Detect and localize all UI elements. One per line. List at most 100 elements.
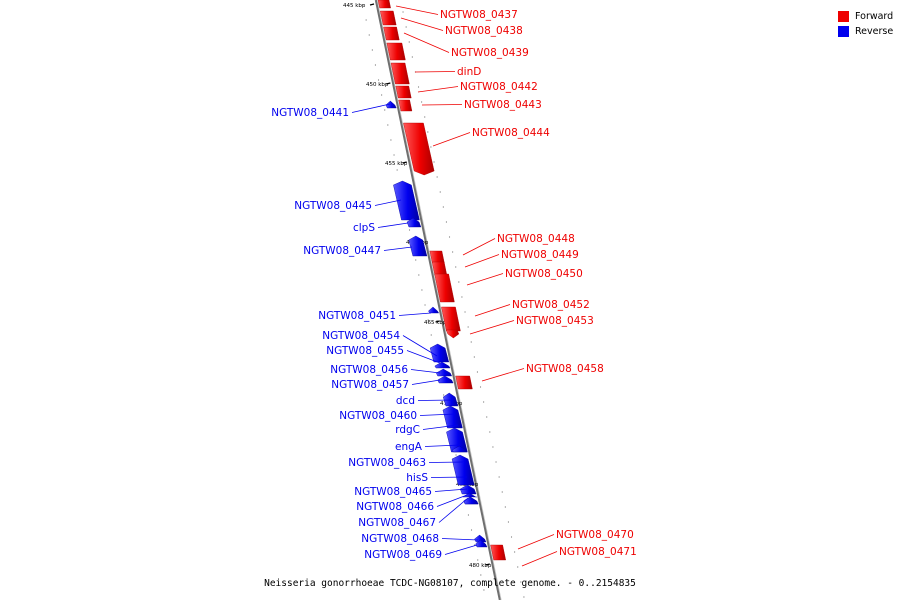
gene-leader-line	[417, 399, 454, 401]
gene-label[interactable]: NGTW08_0450	[505, 268, 583, 280]
track-dot	[476, 371, 479, 373]
track-dot	[421, 289, 423, 291]
forward-gene-glyph	[441, 306, 461, 332]
gene-label[interactable]: NGTW08_0451	[318, 310, 396, 322]
track-dot	[396, 169, 398, 171]
forward-gene-glyph	[390, 62, 410, 85]
gene-label[interactable]: NGTW08_0469	[364, 549, 442, 561]
track-dot	[374, 64, 377, 66]
forward-gene-glyph	[431, 261, 448, 276]
gene-leader-line	[430, 476, 468, 478]
gene-label[interactable]: NGTW08_0463	[348, 457, 426, 469]
track-dot	[430, 334, 432, 336]
gene-label[interactable]: NGTW08_0454	[322, 330, 400, 342]
track-dot	[390, 139, 392, 141]
gene-label[interactable]: NGTW08_0443	[464, 99, 542, 111]
gene-leader-line	[410, 369, 441, 374]
gene-label[interactable]: NGTW08_0470	[556, 529, 634, 541]
track-dot	[495, 461, 497, 463]
gene-label[interactable]: dcd	[396, 395, 415, 407]
scale-tick	[435, 320, 440, 323]
track-dot	[480, 574, 482, 576]
track-dot	[467, 326, 469, 328]
scale-tick	[369, 3, 375, 6]
track-dot	[455, 266, 457, 268]
track-dot	[442, 206, 444, 208]
gene-leader-line	[406, 350, 441, 364]
forward-gene-glyph	[455, 375, 473, 390]
track-dot	[501, 491, 503, 493]
reverse-gene-glyph	[429, 343, 450, 363]
gene-label[interactable]: NGTW08_0449	[501, 249, 579, 261]
reverse-gene-glyph	[451, 445, 468, 453]
track-dot	[384, 109, 386, 111]
gene-label[interactable]: NGTW08_0453	[516, 315, 594, 327]
gene-leader-line	[383, 246, 413, 251]
gene-label[interactable]: NGTW08_0458	[526, 363, 604, 375]
track-dot	[470, 529, 473, 531]
gene-label[interactable]: NGTW08_0444	[472, 127, 550, 139]
gene-label[interactable]: NGTW08_0447	[303, 245, 381, 257]
gene-label[interactable]: NGTW08_0455	[326, 345, 404, 357]
gene-label[interactable]: NGTW08_0439	[451, 47, 529, 59]
scale-tick-label: 480 kbp	[469, 563, 492, 569]
forward-gene-glyph	[383, 26, 400, 41]
gene-label[interactable]: NGTW08_0466	[356, 501, 434, 513]
track-dot	[514, 551, 516, 553]
gene-label[interactable]: NGTW08_0445	[294, 200, 372, 212]
gene-label[interactable]: NGTW08_0457	[331, 379, 409, 391]
gene-label[interactable]: NGTW08_0456	[330, 364, 408, 376]
track-dot	[417, 86, 420, 88]
reverse-gene-glyph	[406, 217, 422, 228]
gene-label[interactable]: NGTW08_0467	[358, 517, 436, 529]
gene-label[interactable]: NGTW08_0438	[445, 25, 523, 37]
track-dot	[473, 356, 475, 358]
track-dot	[433, 161, 435, 163]
track-dot	[479, 386, 482, 388]
track-dot	[492, 446, 494, 448]
track-dot	[507, 521, 510, 523]
track-dot	[455, 454, 457, 456]
track-dot	[470, 341, 472, 343]
scale-tick	[402, 161, 407, 164]
gene-label[interactable]: rdgC	[395, 424, 420, 436]
scale-tick-label: 445 kbp	[343, 3, 366, 9]
gene-label[interactable]: NGTW08_0448	[497, 233, 575, 245]
reverse-gene-glyph	[437, 375, 454, 384]
gene-label[interactable]: NGTW08_0460	[339, 410, 417, 422]
gene-label[interactable]: clpS	[353, 222, 375, 234]
reverse-gene-glyph	[428, 306, 440, 314]
gene-label[interactable]: hisS	[406, 472, 428, 484]
scale-tick	[485, 563, 490, 566]
gene-label[interactable]: engA	[395, 441, 423, 453]
track-dot	[504, 506, 506, 508]
gene-label[interactable]: NGTW08_0452	[512, 299, 590, 311]
gene-label[interactable]: NGTW08_0441	[271, 107, 349, 119]
gene-label[interactable]: NGTW08_0442	[460, 81, 538, 93]
gene-label[interactable]: NGTW08_0468	[361, 533, 439, 545]
track-dot	[427, 131, 429, 133]
forward-gene-glyph	[445, 329, 460, 339]
gene-label[interactable]: dinD	[457, 66, 481, 78]
reverse-gene-glyph	[442, 392, 459, 407]
track-dot	[467, 514, 470, 516]
track-dot	[443, 394, 445, 396]
track-dot	[517, 566, 519, 568]
track-dot	[377, 79, 380, 81]
track-dot	[436, 176, 438, 178]
track-dot	[461, 296, 463, 298]
track-dot	[458, 281, 460, 283]
scale-tick-label: 465 kbp	[424, 320, 447, 326]
gene-leader-line	[521, 551, 558, 567]
scale-tick	[386, 82, 391, 85]
gene-label[interactable]: NGTW08_0465	[354, 486, 432, 498]
track-dot	[483, 589, 485, 591]
gene-label[interactable]: NGTW08_0471	[559, 546, 637, 558]
gene-label[interactable]: NGTW08_0437	[440, 9, 518, 21]
gene-leader-line	[466, 273, 504, 286]
track-dot	[486, 416, 488, 418]
gene-leader-line	[481, 368, 525, 382]
forward-gene-glyph	[398, 99, 413, 112]
gene-leader-line	[462, 238, 496, 256]
